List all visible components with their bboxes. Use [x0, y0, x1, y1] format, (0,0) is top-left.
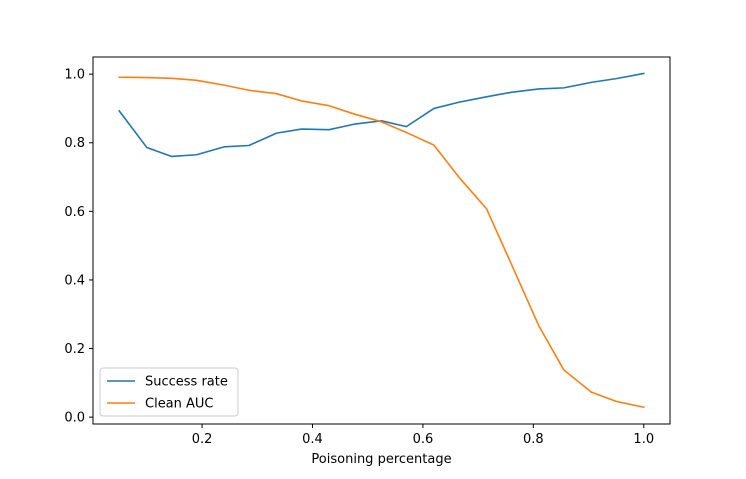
x-axis-ticks: 0.2 0.4 0.6 0.8 1.0	[192, 424, 654, 447]
data-point-clean-auc	[563, 369, 565, 371]
y-tick-label: 0.2	[64, 342, 85, 357]
data-point-success-rate	[406, 126, 408, 128]
data-point-clean-auc	[381, 121, 383, 123]
legend: Success rate Clean AUC	[99, 367, 239, 417]
data-point-success-rate	[223, 146, 225, 148]
y-tick-label: 1.0	[64, 68, 85, 83]
data-point-success-rate	[301, 128, 303, 130]
data-point-success-rate	[510, 92, 512, 94]
series-lines	[118, 72, 645, 409]
legend-label-clean-auc: Clean AUC	[145, 397, 214, 412]
data-point-success-rate	[433, 108, 435, 110]
x-tick-label: 0.2	[192, 432, 213, 447]
legend-label-success-rate: Success rate	[145, 375, 228, 390]
y-tick-label: 0.4	[64, 273, 85, 288]
data-point-clean-auc	[643, 406, 645, 408]
data-point-clean-auc	[248, 89, 250, 91]
data-point-clean-auc	[458, 176, 460, 178]
y-tick-label: 0.8	[64, 136, 85, 151]
data-point-success-rate	[486, 96, 488, 98]
data-point-success-rate	[146, 147, 148, 149]
data-point-success-rate	[353, 123, 355, 125]
x-axis-label: Poisoning percentage	[311, 452, 451, 467]
x-tick-label: 0.8	[523, 432, 544, 447]
data-point-clean-auc	[146, 77, 148, 79]
data-point-clean-auc	[486, 208, 488, 210]
x-tick-label: 0.4	[302, 432, 323, 447]
data-point-success-rate	[118, 110, 120, 112]
data-point-clean-auc	[538, 325, 540, 327]
x-tick-label: 1.0	[633, 432, 654, 447]
data-point-success-rate	[328, 129, 330, 131]
legend-box	[99, 367, 239, 417]
data-point-clean-auc	[510, 263, 512, 265]
data-point-success-rate	[591, 82, 593, 84]
data-point-clean-auc	[615, 401, 617, 403]
data-point-clean-auc	[171, 77, 173, 79]
data-point-clean-auc	[223, 84, 225, 86]
data-point-clean-auc	[118, 76, 120, 78]
data-point-clean-auc	[301, 100, 303, 102]
data-point-success-rate	[563, 87, 565, 89]
data-point-success-rate	[248, 145, 250, 147]
data-point-clean-auc	[433, 144, 435, 146]
data-point-clean-auc	[353, 113, 355, 115]
y-tick-label: 0.0	[64, 411, 85, 426]
series-line-success-rate	[118, 72, 645, 158]
data-point-success-rate	[171, 156, 173, 158]
data-point-success-rate	[276, 132, 278, 134]
data-point-clean-auc	[328, 105, 330, 107]
data-point-clean-auc	[276, 93, 278, 95]
axes-frame	[92, 56, 671, 425]
data-point-success-rate	[615, 78, 617, 80]
data-point-clean-auc	[406, 132, 408, 134]
y-axis-ticks: 0.0 0.2 0.4 0.6 0.8 1.0	[64, 68, 93, 426]
series-line-clean-auc	[118, 76, 645, 409]
data-point-clean-auc	[591, 391, 593, 393]
x-tick-label: 0.6	[413, 432, 434, 447]
data-point-success-rate	[458, 101, 460, 103]
data-point-clean-auc	[196, 80, 198, 82]
y-tick-label: 0.6	[64, 205, 85, 220]
data-point-success-rate	[196, 154, 198, 156]
data-point-success-rate	[643, 73, 645, 75]
data-point-success-rate	[538, 88, 540, 90]
